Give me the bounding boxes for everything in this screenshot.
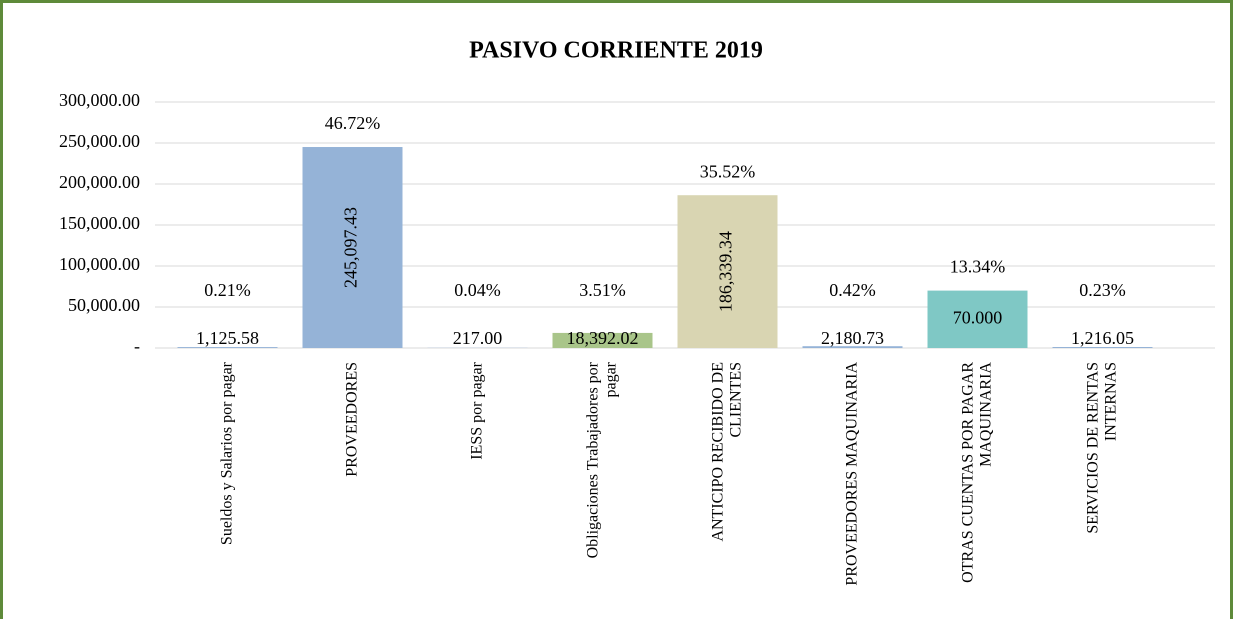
x-tick-label: PROVEEDORES (343, 362, 360, 477)
value-label: 217.00 (453, 328, 503, 348)
y-tick-label: 250,000.00 (59, 131, 140, 151)
x-tick-label: OTRAS CUENTAS POR PAGARMAQUINARIA (959, 362, 994, 583)
percent-label: 3.51% (579, 280, 626, 300)
y-tick-label: 50,000.00 (68, 295, 140, 315)
value-label: 18,392.02 (567, 328, 639, 348)
percent-label: 35.52% (700, 161, 756, 181)
x-tick-label: SERVICIOS DE RENTASINTERNAS (1084, 362, 1119, 534)
x-tick-label: Sueldos y Salarios por pagar (218, 361, 235, 545)
y-tick-label: 150,000.00 (59, 213, 140, 233)
x-tick-label: IESS por pagar (468, 361, 485, 459)
value-label: 186,339.34 (716, 231, 736, 312)
percent-label: 0.04% (454, 280, 501, 300)
y-tick-label: 300,000.00 (59, 90, 140, 110)
x-tick-group: IESS por pagar (468, 361, 485, 459)
x-tick-group: Obligaciones Trabajadores porpagar (584, 361, 619, 558)
y-tick-label: 200,000.00 (59, 172, 140, 192)
x-tick-group: Sueldos y Salarios por pagar (218, 361, 235, 545)
bar (552, 332, 653, 348)
x-tick-group: PROVEEDORES (343, 362, 360, 477)
x-tick-label: ANTICIPO RECIBIDO DECLIENTES (709, 362, 744, 542)
bar (677, 195, 778, 348)
percent-label: 0.23% (1079, 280, 1126, 300)
x-tick-group: SERVICIOS DE RENTASINTERNAS (1084, 362, 1119, 534)
value-label: 1,216.05 (1071, 328, 1134, 348)
x-tick-group: PROVEEDORES MAQUINARIA (843, 362, 860, 586)
x-tick-label: PROVEEDORES MAQUINARIA (843, 362, 860, 586)
chart-title: PASIVO CORRIENTE 2019 (469, 38, 763, 64)
x-tick-group: OTRAS CUENTAS POR PAGARMAQUINARIA (959, 362, 994, 583)
bar (177, 347, 278, 348)
bar (302, 147, 403, 348)
value-label: 70.000 (953, 307, 1003, 327)
bar (927, 290, 1028, 348)
y-tick-label: - (134, 336, 140, 356)
percent-label: 0.21% (204, 280, 251, 300)
x-tick-group: ANTICIPO RECIBIDO DECLIENTES (709, 362, 744, 542)
percent-label: 0.42% (829, 280, 876, 300)
bar (1052, 347, 1153, 348)
bar (802, 346, 903, 348)
y-tick-label: 100,000.00 (59, 254, 140, 274)
percent-label: 46.72% (325, 113, 381, 133)
value-label: 1,125.58 (196, 328, 259, 348)
value-label: 245,097.43 (341, 207, 361, 288)
x-tick-label: Obligaciones Trabajadores porpagar (584, 361, 619, 558)
percent-label: 13.34% (950, 257, 1006, 277)
value-label: 2,180.73 (821, 328, 884, 348)
